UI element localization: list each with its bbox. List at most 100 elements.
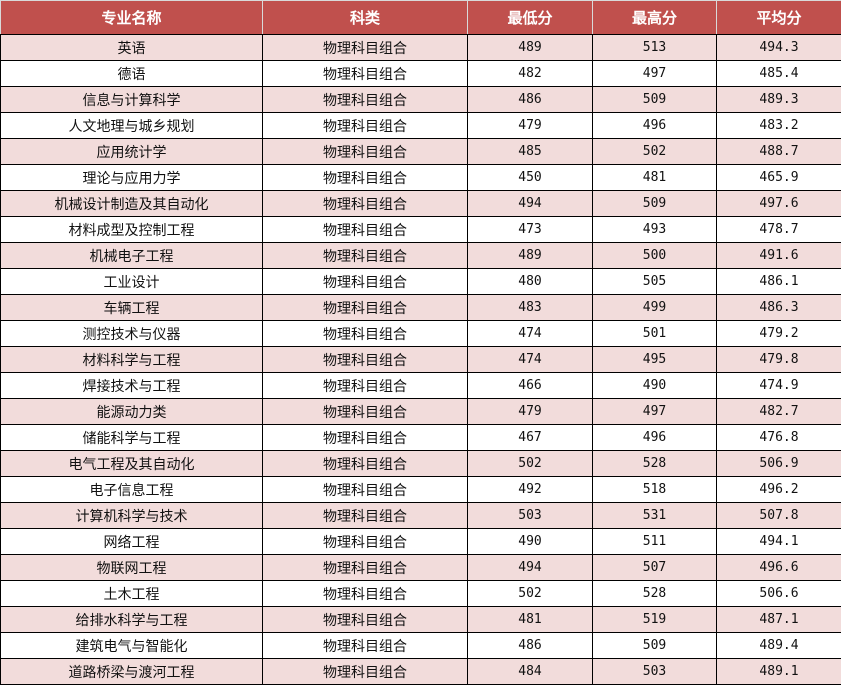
max-score-cell: 509 xyxy=(592,632,717,659)
max-score-cell: 518 xyxy=(592,476,717,503)
avg-score-cell: 486.3 xyxy=(716,294,841,321)
major-cell: 人文地理与城乡规划 xyxy=(0,112,263,139)
min-score-cell: 480 xyxy=(467,268,593,295)
min-score-cell: 482 xyxy=(467,60,593,87)
major-cell: 储能科学与工程 xyxy=(0,424,263,451)
avg-score-cell: 476.8 xyxy=(716,424,841,451)
avg-score-cell: 483.2 xyxy=(716,112,841,139)
min-score-cell: 473 xyxy=(467,216,593,243)
max-score-cell: 501 xyxy=(592,320,717,347)
major-cell: 英语 xyxy=(0,34,263,61)
category-cell: 物理科目组合 xyxy=(262,60,468,87)
avg-score-cell: 474.9 xyxy=(716,372,841,399)
avg-score-cell: 489.3 xyxy=(716,86,841,113)
avg-score-cell: 486.1 xyxy=(716,268,841,295)
max-score-cell: 509 xyxy=(592,190,717,217)
min-score-cell: 489 xyxy=(467,34,593,61)
max-score-cell: 499 xyxy=(592,294,717,321)
avg-score-cell: 489.1 xyxy=(716,658,841,685)
avg-score-cell: 465.9 xyxy=(716,164,841,191)
major-cell: 材料科学与工程 xyxy=(0,346,263,373)
table-row: 应用统计学 物理科目组合 485 502 488.7 xyxy=(0,138,841,165)
min-score-cell: 486 xyxy=(467,86,593,113)
category-cell: 物理科目组合 xyxy=(262,554,468,581)
max-score-cell: 497 xyxy=(592,60,717,87)
min-score-cell: 467 xyxy=(467,424,593,451)
category-cell: 物理科目组合 xyxy=(262,34,468,61)
category-cell: 物理科目组合 xyxy=(262,580,468,607)
max-score-cell: 511 xyxy=(592,528,717,555)
table-row: 道路桥梁与渡河工程 物理科目组合 484 503 489.1 xyxy=(0,658,841,685)
table-row: 信息与计算科学 物理科目组合 486 509 489.3 xyxy=(0,86,841,113)
max-score-cell: 497 xyxy=(592,398,717,425)
max-score-cell: 481 xyxy=(592,164,717,191)
category-cell: 物理科目组合 xyxy=(262,424,468,451)
max-score-cell: 490 xyxy=(592,372,717,399)
min-score-cell: 479 xyxy=(467,398,593,425)
category-cell: 物理科目组合 xyxy=(262,372,468,399)
category-cell: 物理科目组合 xyxy=(262,86,468,113)
table-row: 物联网工程 物理科目组合 494 507 496.6 xyxy=(0,554,841,581)
major-cell: 土木工程 xyxy=(0,580,263,607)
avg-score-cell: 494.1 xyxy=(716,528,841,555)
header-major: 专业名称 xyxy=(0,0,263,35)
min-score-cell: 484 xyxy=(467,658,593,685)
table-row: 建筑电气与智能化 物理科目组合 486 509 489.4 xyxy=(0,632,841,659)
avg-score-cell: 489.4 xyxy=(716,632,841,659)
avg-score-cell: 496.6 xyxy=(716,554,841,581)
max-score-cell: 495 xyxy=(592,346,717,373)
category-cell: 物理科目组合 xyxy=(262,398,468,425)
table-row: 电气工程及其自动化 物理科目组合 502 528 506.9 xyxy=(0,450,841,477)
max-score-cell: 503 xyxy=(592,658,717,685)
category-cell: 物理科目组合 xyxy=(262,190,468,217)
table-row: 人文地理与城乡规划 物理科目组合 479 496 483.2 xyxy=(0,112,841,139)
table-row: 工业设计 物理科目组合 480 505 486.1 xyxy=(0,268,841,295)
table-body: 英语 物理科目组合 489 513 494.3 德语 物理科目组合 482 497 485.4 信息… xyxy=(0,34,841,685)
table-row: 焊接技术与工程 物理科目组合 466 490 474.9 xyxy=(0,372,841,399)
min-score-cell: 494 xyxy=(467,190,593,217)
min-score-cell: 492 xyxy=(467,476,593,503)
category-cell: 物理科目组合 xyxy=(262,294,468,321)
major-cell: 给排水科学与工程 xyxy=(0,606,263,633)
table-row: 土木工程 物理科目组合 502 528 506.6 xyxy=(0,580,841,607)
min-score-cell: 486 xyxy=(467,632,593,659)
avg-score-cell: 506.9 xyxy=(716,450,841,477)
major-cell: 车辆工程 xyxy=(0,294,263,321)
category-cell: 物理科目组合 xyxy=(262,606,468,633)
max-score-cell: 528 xyxy=(592,450,717,477)
min-score-cell: 490 xyxy=(467,528,593,555)
table-row: 材料科学与工程 物理科目组合 474 495 479.8 xyxy=(0,346,841,373)
major-cell: 材料成型及控制工程 xyxy=(0,216,263,243)
min-score-cell: 466 xyxy=(467,372,593,399)
category-cell: 物理科目组合 xyxy=(262,528,468,555)
header-row: 专业名称 科类 最低分 最高分 平均分 xyxy=(0,0,841,35)
category-cell: 物理科目组合 xyxy=(262,216,468,243)
avg-score-cell: 478.7 xyxy=(716,216,841,243)
category-cell: 物理科目组合 xyxy=(262,164,468,191)
max-score-cell: 500 xyxy=(592,242,717,269)
category-cell: 物理科目组合 xyxy=(262,502,468,529)
max-score-cell: 507 xyxy=(592,554,717,581)
major-cell: 建筑电气与智能化 xyxy=(0,632,263,659)
major-cell: 信息与计算科学 xyxy=(0,86,263,113)
table-row: 计算机科学与技术 物理科目组合 503 531 507.8 xyxy=(0,502,841,529)
table-row: 网络工程 物理科目组合 490 511 494.1 xyxy=(0,528,841,555)
table-row: 德语 物理科目组合 482 497 485.4 xyxy=(0,60,841,87)
header-max-score: 最高分 xyxy=(592,0,717,35)
major-cell: 焊接技术与工程 xyxy=(0,372,263,399)
avg-score-cell: 479.8 xyxy=(716,346,841,373)
min-score-cell: 474 xyxy=(467,320,593,347)
major-cell: 物联网工程 xyxy=(0,554,263,581)
min-score-cell: 502 xyxy=(467,580,593,607)
min-score-cell: 450 xyxy=(467,164,593,191)
major-cell: 德语 xyxy=(0,60,263,87)
max-score-cell: 513 xyxy=(592,34,717,61)
table-row: 电子信息工程 物理科目组合 492 518 496.2 xyxy=(0,476,841,503)
table-row: 机械电子工程 物理科目组合 489 500 491.6 xyxy=(0,242,841,269)
major-cell: 道路桥梁与渡河工程 xyxy=(0,658,263,685)
table-row: 能源动力类 物理科目组合 479 497 482.7 xyxy=(0,398,841,425)
min-score-cell: 479 xyxy=(467,112,593,139)
table-row: 储能科学与工程 物理科目组合 467 496 476.8 xyxy=(0,424,841,451)
max-score-cell: 496 xyxy=(592,112,717,139)
